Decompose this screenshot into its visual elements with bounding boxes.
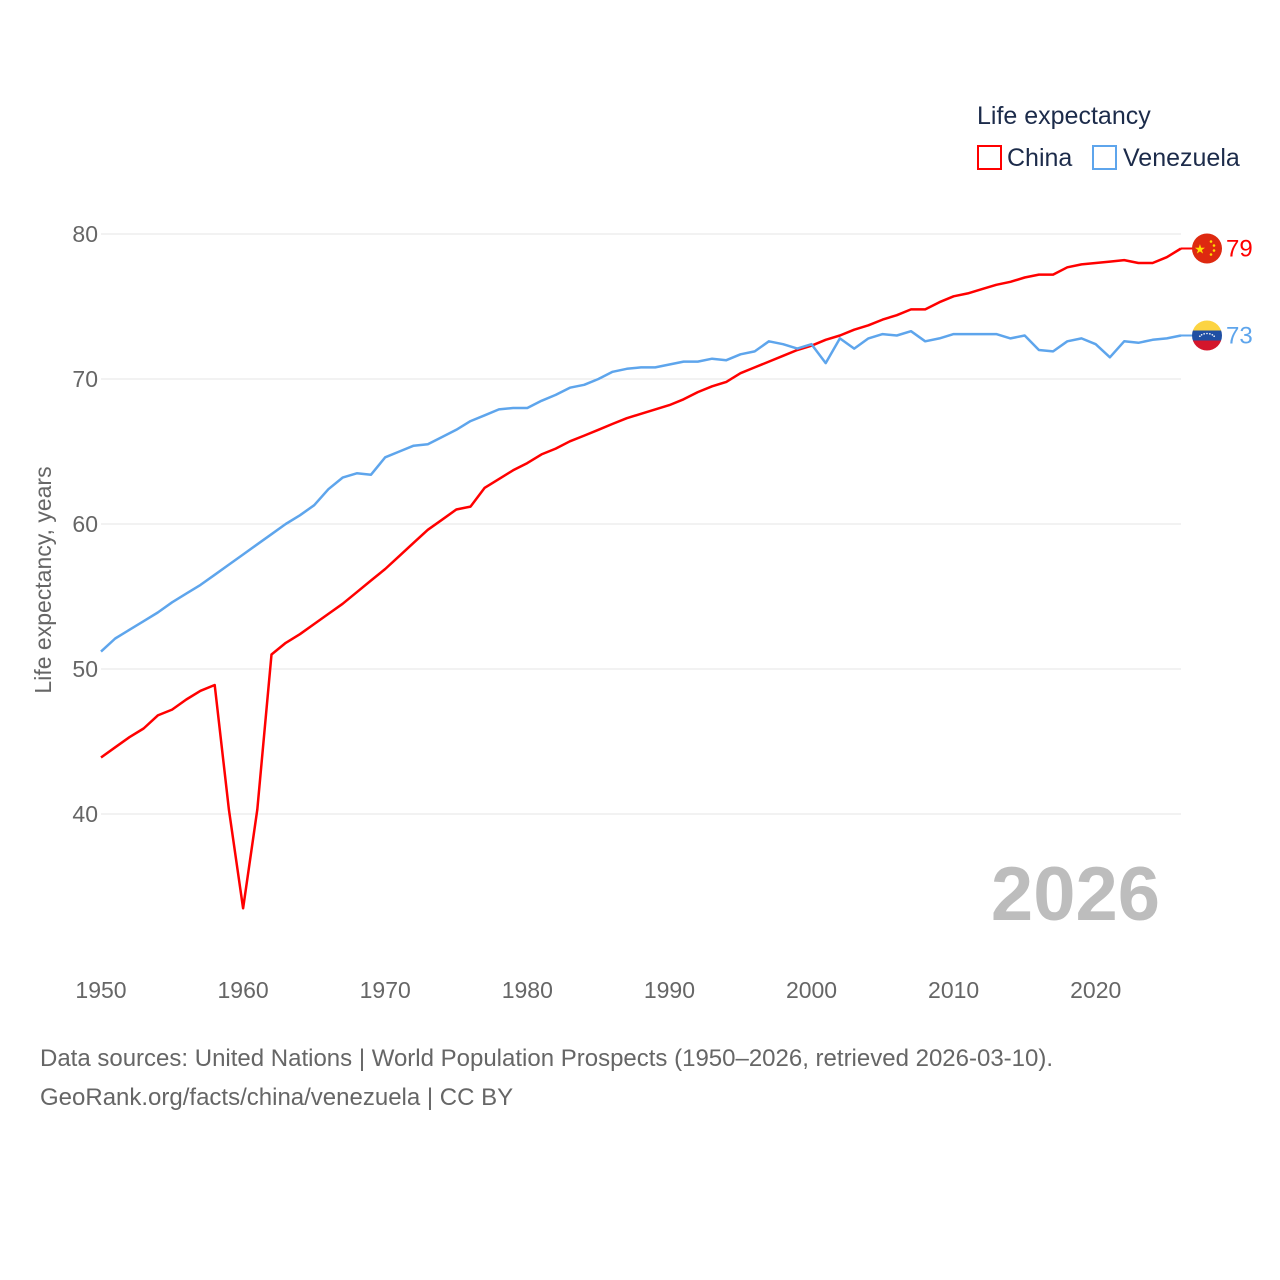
series-line-venezuela (100, 329, 1182, 653)
svg-text:★: ★ (1194, 242, 1206, 257)
legend-label-venezuela: Venezuela (1123, 144, 1240, 172)
x-axis-ticks: 1950 1960 1970 1980 1990 2000 2010 2020 (75, 977, 1121, 1003)
grid-lines (101, 233, 1181, 815)
year-watermark: 2026 (991, 852, 1160, 937)
legend-label-china: China (1007, 144, 1072, 172)
x-tick-label: 2010 (928, 977, 979, 1003)
legend-swatch-venezuela (1092, 145, 1117, 170)
y-tick-label: 50 (72, 656, 98, 682)
x-tick-label: 2000 (786, 977, 837, 1003)
series-end-markers: ★ 79 73 (1181, 233, 1253, 351)
legend-swatch-china (977, 145, 1002, 170)
legend-item-venezuela[interactable]: Venezuela (1092, 144, 1240, 172)
legend: Life expectancy China Venezuela (977, 102, 1240, 172)
x-tick-label: 1960 (218, 977, 269, 1003)
y-axis-ticks: 40 50 60 70 80 (72, 221, 98, 827)
x-tick-label: 2020 (1070, 977, 1121, 1003)
x-tick-label: 1950 (75, 977, 126, 1003)
x-tick-label: 1980 (502, 977, 553, 1003)
y-tick-label: 40 (72, 801, 98, 827)
legend-title: Life expectancy (977, 102, 1151, 130)
footer-sources: Data sources: United Nations | World Pop… (40, 1045, 1054, 1072)
end-label-venezuela: 73 (1226, 323, 1253, 350)
x-tick-label: 1970 (360, 977, 411, 1003)
y-tick-label: 70 (72, 366, 98, 392)
y-tick-label: 60 (72, 511, 98, 537)
end-label-china: 79 (1226, 236, 1253, 263)
x-tick-label: 1990 (644, 977, 695, 1003)
legend-item-china[interactable]: China (977, 144, 1072, 172)
china-flag-icon: ★ (1192, 233, 1222, 264)
y-tick-label: 80 (72, 221, 98, 247)
y-axis-label: Life expectancy, years (30, 466, 56, 693)
venezuela-flag-icon (1192, 320, 1222, 351)
series-lines (100, 247, 1182, 910)
series-line-china (100, 247, 1182, 910)
footer-link[interactable]: GeoRank.org/facts/china/venezuela | CC B… (40, 1084, 514, 1111)
